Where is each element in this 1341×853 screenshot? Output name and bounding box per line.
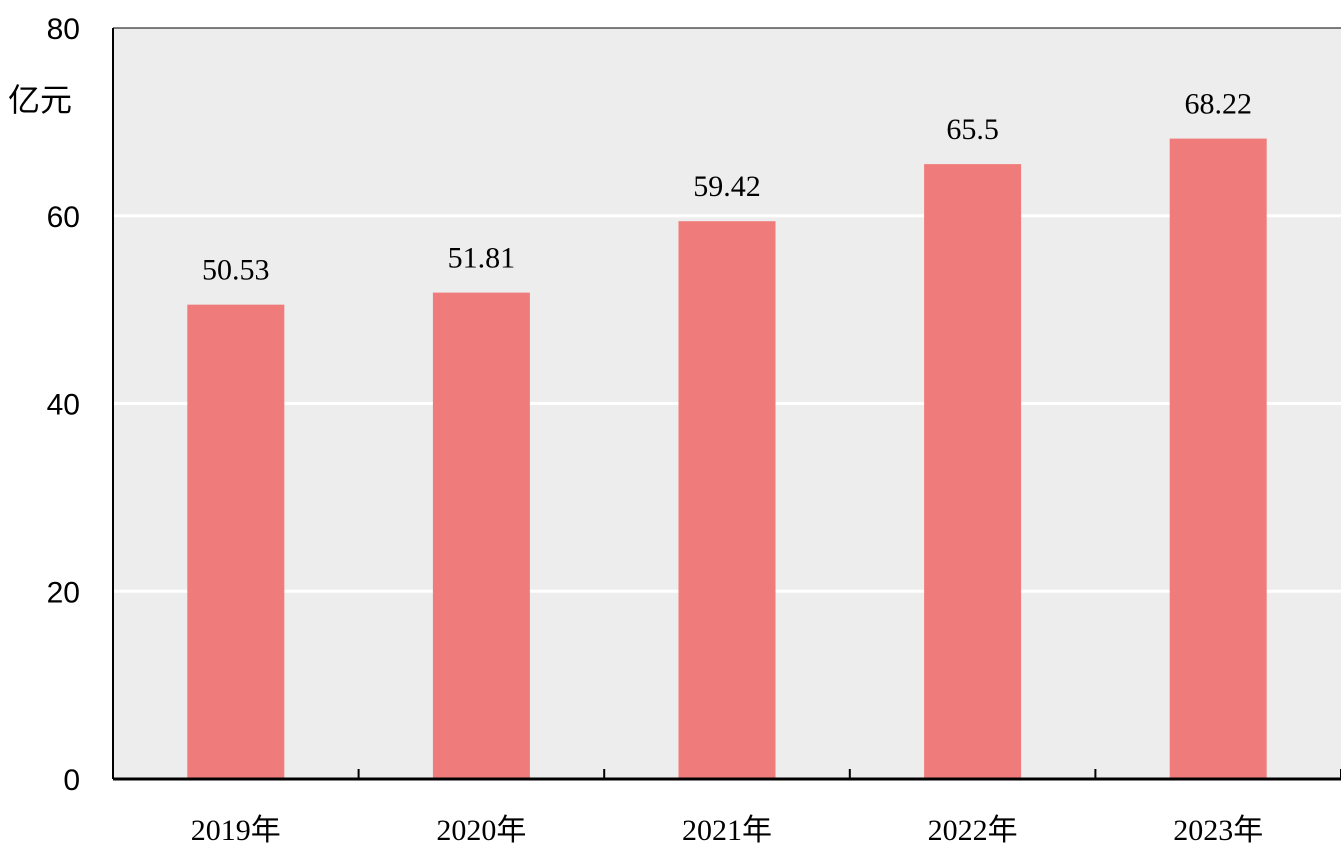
data-label-1: 51.81 <box>448 242 516 275</box>
bar-3 <box>924 164 1022 779</box>
axes <box>112 27 1341 781</box>
y-tick-label: 60 <box>47 201 80 234</box>
bar-2 <box>678 221 776 779</box>
bar-0 <box>187 304 285 779</box>
y-tick-label: 80 <box>47 13 80 46</box>
x-tick-label: 2023年 <box>1173 814 1263 847</box>
bar-4 <box>1169 138 1267 780</box>
y-tick-label: 0 <box>63 764 80 797</box>
data-label-2: 59.42 <box>693 170 761 203</box>
bars <box>187 138 1267 780</box>
x-tick-label: 2022年 <box>928 814 1018 847</box>
x-tick-label: 2021年 <box>682 814 772 847</box>
x-tick-label: 2020年 <box>436 814 526 847</box>
y-axis-unit-label: 亿元 <box>8 81 72 119</box>
x-tick-label: 2019年 <box>191 814 281 847</box>
y-tick-labels: 0 20 40 60 80 <box>47 13 80 797</box>
data-label-0: 50.53 <box>202 254 270 287</box>
data-label-4: 68.22 <box>1184 88 1252 121</box>
bar-1 <box>432 292 530 779</box>
y-tick-label: 40 <box>47 389 80 422</box>
x-tick-labels: 2019年 2020年 2021年 2022年 2023年 <box>191 814 1263 847</box>
data-labels: 50.53 51.81 59.42 65.5 68.22 <box>202 88 1252 287</box>
data-label-3: 65.5 <box>946 113 999 146</box>
y-tick-label: 20 <box>47 576 80 609</box>
